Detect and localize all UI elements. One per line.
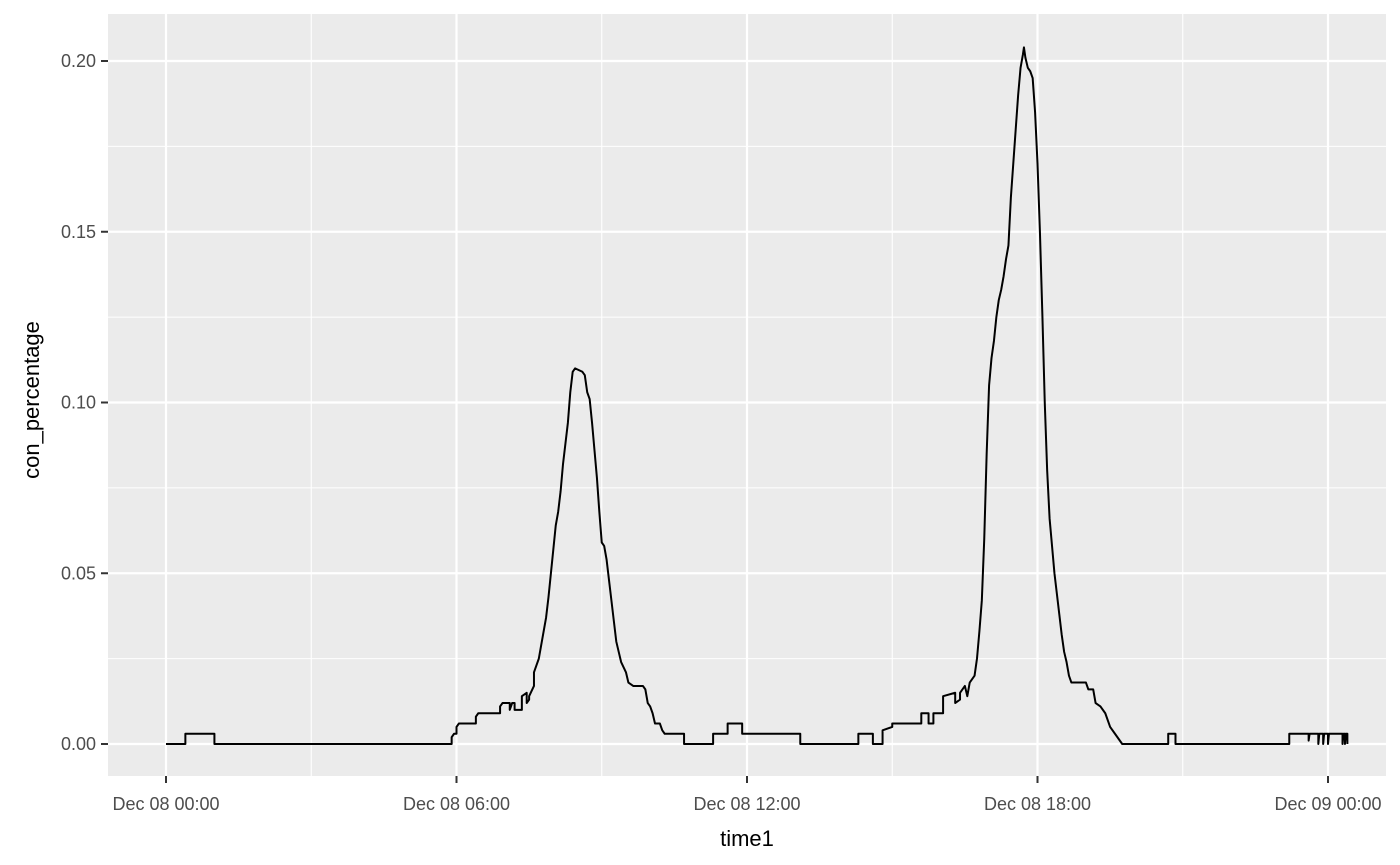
y-tick-label: 0.15	[61, 222, 96, 242]
x-tick-label: Dec 09 00:00	[1274, 794, 1381, 814]
y-tick-label: 0.00	[61, 734, 96, 754]
y-axis: 0.00 0.05 0.10 0.15 0.20	[61, 51, 108, 754]
y-tick-label: 0.05	[61, 563, 96, 583]
y-tick-label: 0.10	[61, 393, 96, 413]
series-layer	[166, 46, 1349, 745]
x-tick-label: Dec 08 06:00	[403, 794, 510, 814]
x-tick-label: Dec 08 18:00	[984, 794, 1091, 814]
x-tick-label: Dec 08 12:00	[693, 794, 800, 814]
x-axis-title: time1	[720, 826, 774, 851]
y-axis-title: con_percentage	[19, 321, 44, 479]
y-tick-label: 0.20	[61, 51, 96, 71]
series-line-con_percentage	[166, 46, 1349, 745]
x-tick-label: Dec 08 00:00	[112, 794, 219, 814]
major-gridlines	[108, 14, 1386, 776]
x-axis: Dec 08 00:00 Dec 08 06:00 Dec 08 12:00 Dec …	[112, 776, 1382, 814]
